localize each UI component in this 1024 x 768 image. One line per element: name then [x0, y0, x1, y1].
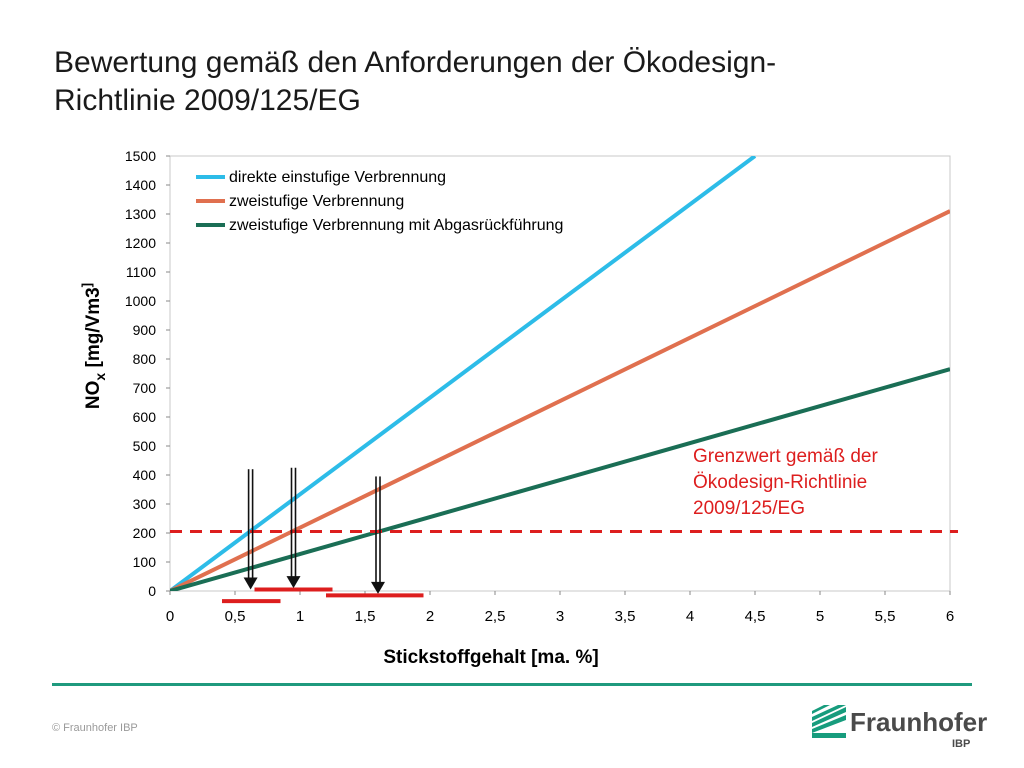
y-axis-label: NOx [mg/Vm3] — [79, 283, 108, 409]
x-tick-label: 0,5 — [225, 608, 246, 625]
y-tick-label: 800 — [133, 351, 157, 367]
y-axis-label-part: x — [92, 373, 108, 381]
y-axis-label-part: [mg/Vm3 — [83, 287, 104, 373]
slide-title-line-1: Bewertung gemäß den Anforderungen der Ök… — [54, 46, 777, 79]
x-tick-label: 4,5 — [745, 608, 766, 625]
x-tick-label: 4 — [686, 608, 694, 625]
footer-divider — [52, 683, 972, 686]
legend-label: zweistufige Verbrennung mit Abgasrückfüh… — [229, 217, 563, 234]
copyright-text: © Fraunhofer IBP — [52, 722, 138, 734]
arrow-head — [286, 576, 301, 589]
y-tick-label: 400 — [133, 467, 157, 483]
x-tick-label: 2,5 — [485, 608, 506, 625]
x-tick-label: 3 — [556, 608, 564, 625]
x-tick-label: 6 — [946, 608, 954, 625]
y-tick-label: 100 — [133, 554, 157, 570]
legend-label: direkte einstufige Verbrennung — [229, 169, 446, 186]
y-tick-label: 700 — [133, 380, 157, 396]
series-line-1 — [170, 156, 757, 591]
x-tick-label: 1 — [296, 608, 304, 625]
fraunhofer-logo-icon — [812, 705, 846, 738]
y-tick-label: 300 — [133, 496, 157, 512]
x-tick-label: 3,5 — [615, 608, 636, 625]
x-tick-label: 5 — [816, 608, 824, 625]
slide-title-line-2: Richtlinie 2009/125/EG — [54, 84, 361, 117]
legend-label: zweistufige Verbrennung — [229, 193, 404, 210]
threshold-label: 2009/125/EG — [693, 498, 805, 519]
arrow-head — [371, 581, 385, 594]
threshold-label: Ökodesign-Richtlinie — [693, 472, 867, 493]
nox-chart: 0100200300400500600700800900100011001200… — [79, 148, 958, 668]
y-tick-label: 1300 — [125, 206, 156, 222]
y-tick-label: 0 — [148, 583, 156, 599]
y-tick-label: 600 — [133, 409, 157, 425]
y-tick-label: 1500 — [125, 148, 156, 164]
arrow-head — [243, 577, 258, 590]
y-tick-label: 1200 — [125, 235, 156, 251]
y-axis-label-part: ] — [79, 283, 94, 287]
y-tick-label: 1100 — [126, 264, 156, 280]
x-tick-label: 0 — [166, 608, 174, 625]
x-tick-label: 2 — [426, 608, 434, 625]
y-tick-label: 1400 — [125, 177, 156, 193]
fraunhofer-logo: Fraunhofer IBP — [812, 703, 987, 753]
logo-institute: IBP — [952, 738, 971, 750]
y-axis-label-part: NO — [83, 381, 104, 410]
y-tick-label: 500 — [133, 438, 157, 454]
slide-title: Bewertung gemäß den Anforderungen der Ök… — [54, 44, 974, 120]
x-axis-label: Stickstoffgehalt [ma. %] — [383, 647, 598, 668]
y-tick-label: 200 — [133, 525, 157, 541]
threshold-label: Grenzwert gemäß der — [693, 446, 878, 467]
series-line-2 — [170, 209, 950, 591]
y-tick-label: 1000 — [125, 293, 156, 309]
logo-wordmark: Fraunhofer — [850, 707, 988, 737]
y-tick-label: 900 — [133, 322, 157, 338]
x-tick-label: 5,5 — [875, 608, 896, 625]
series-line-3 — [170, 367, 950, 591]
x-tick-label: 1,5 — [355, 608, 376, 625]
